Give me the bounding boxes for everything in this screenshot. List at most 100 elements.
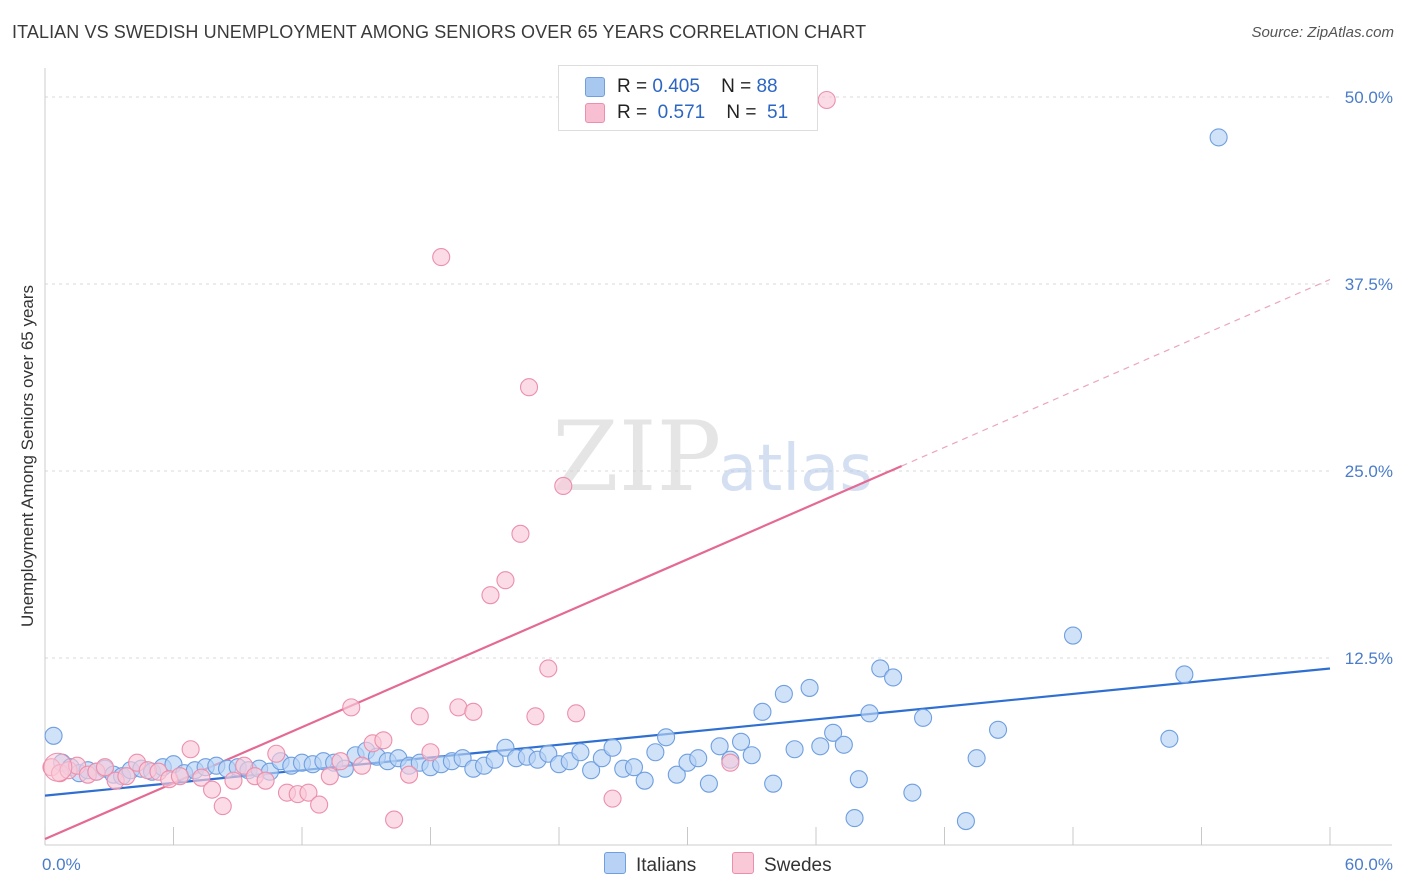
data-point-italians [753, 702, 772, 721]
legend-n-value: 51 [767, 102, 789, 123]
data-point-swedes [400, 765, 419, 784]
data-point-italians [710, 737, 729, 756]
data-point-italians [914, 708, 933, 727]
data-point-swedes [554, 476, 573, 496]
x-tick-labels: 0.0% 60.0% [42, 855, 1393, 874]
data-point-italians [742, 746, 761, 765]
data-point-swedes [496, 571, 515, 590]
data-point-swedes [43, 752, 73, 782]
data-point-italians [571, 743, 590, 762]
legend-n-value: 88 [756, 76, 778, 97]
data-point-swedes [192, 768, 211, 787]
gridlines [45, 96, 1330, 659]
data-point-swedes [481, 586, 500, 605]
axes [44, 68, 1392, 846]
data-point-italians [646, 743, 665, 762]
data-point-italians [785, 740, 804, 759]
data-point-swedes [721, 753, 740, 772]
data-point-swedes [603, 789, 622, 808]
data-point-swedes [567, 704, 586, 723]
data-points [42, 90, 1228, 831]
source-label: Source: ZipAtlas.com [1251, 24, 1394, 41]
data-point-italians [824, 723, 843, 742]
y-tick-label: 37.5% [1345, 275, 1393, 294]
data-point-italians [635, 771, 654, 790]
x-tick-label: 0.0% [42, 855, 81, 874]
data-point-swedes [817, 90, 836, 110]
data-point-italians [884, 668, 903, 687]
data-point-swedes [224, 771, 243, 790]
data-point-italians [699, 774, 718, 793]
data-point-italians [485, 750, 504, 769]
watermark-zip: ZIP [552, 401, 721, 513]
data-point-italians [1175, 665, 1194, 684]
data-point-swedes [385, 810, 404, 829]
data-point-swedes [213, 797, 232, 816]
legend-n-label: N = [721, 76, 752, 97]
data-point-swedes [95, 758, 115, 777]
data-point-swedes [374, 731, 393, 750]
data-point-swedes [170, 767, 189, 786]
y-tick-label: 12.5% [1345, 649, 1393, 668]
data-point-italians [657, 728, 676, 747]
data-point-swedes [352, 756, 372, 775]
watermark-atlas: atlas [718, 432, 873, 506]
y-tick-labels: 12.5% 25.0% 37.5% 50.0% [1345, 88, 1393, 668]
data-point-italians [731, 732, 751, 751]
data-point-italians [845, 809, 864, 828]
correlation-legend: R = 0.405 N = 88 R = 0.571 N = 51 [558, 65, 818, 131]
data-point-italians [774, 684, 793, 703]
legend-swatch-italians [585, 77, 605, 97]
data-point-swedes [519, 378, 539, 397]
data-point-italians [956, 812, 975, 831]
data-point-swedes [410, 707, 429, 726]
data-point-italians [1209, 128, 1228, 147]
data-point-italians [44, 726, 63, 745]
chart-title: ITALIAN VS SWEDISH UNEMPLOYMENT AMONG SE… [12, 22, 867, 42]
data-point-italians [689, 749, 708, 768]
data-point-italians [834, 735, 853, 754]
data-point-swedes [449, 698, 468, 717]
data-point-italians [988, 720, 1008, 739]
data-point-italians [603, 738, 622, 757]
y-tick-label: 25.0% [1345, 462, 1393, 481]
data-point-italians [764, 774, 783, 793]
data-point-italians [800, 678, 819, 697]
data-point-italians [811, 737, 830, 756]
data-point-italians [967, 749, 986, 768]
legend-r-value: 0.405 [652, 76, 700, 97]
data-point-swedes [256, 771, 275, 790]
data-point-italians [582, 761, 601, 780]
legend-item-italians[interactable]: Italians [604, 852, 696, 877]
legend-swatch-italians [604, 852, 626, 874]
data-point-italians [849, 770, 868, 789]
data-point-italians [667, 765, 686, 784]
data-point-italians [624, 758, 644, 777]
series-swedes [42, 90, 836, 829]
data-point-swedes [432, 248, 451, 267]
legend-r-value: 0.571 [657, 102, 706, 123]
data-point-swedes [203, 780, 222, 799]
data-point-swedes [526, 707, 545, 726]
legend-r-label: R = [617, 102, 648, 123]
data-point-swedes [299, 783, 318, 802]
data-point-swedes [310, 795, 329, 814]
legend-r-label: R = [617, 76, 648, 97]
legend-label-swedes: Swedes [764, 855, 832, 876]
data-point-italians [871, 659, 890, 678]
data-point-swedes [117, 767, 136, 786]
data-point-swedes [342, 698, 361, 717]
y-tick-label: 50.0% [1345, 88, 1393, 107]
legend-swatch-swedes [732, 852, 754, 874]
data-point-italians [903, 783, 922, 802]
data-point-swedes [421, 743, 440, 762]
data-point-swedes [181, 740, 200, 759]
legend-n-label: N = [726, 102, 757, 123]
trend-line-extension-swedes [901, 278, 1331, 467]
data-point-swedes [511, 524, 530, 543]
legend-item-swedes[interactable]: Swedes [732, 852, 832, 877]
data-point-italians [1063, 626, 1083, 645]
x-tick-label: 60.0% [1345, 855, 1393, 874]
data-point-swedes [539, 659, 558, 678]
data-point-swedes [464, 702, 483, 721]
